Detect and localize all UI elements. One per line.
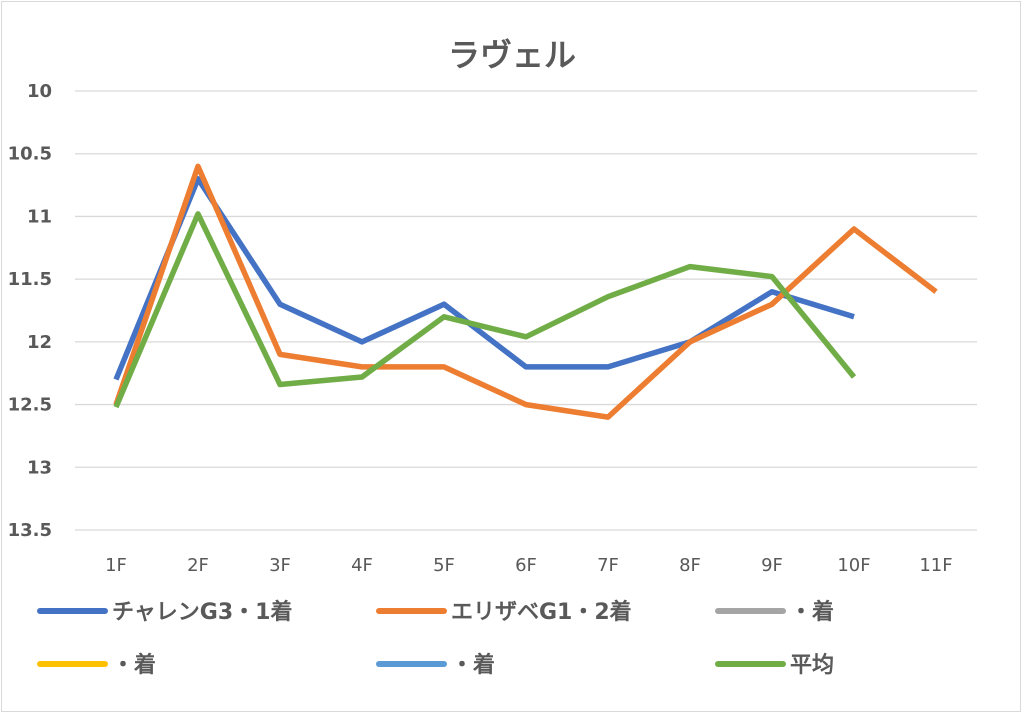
y-tick-label: 10.5 xyxy=(8,144,52,165)
series-line-0 xyxy=(113,176,855,381)
legend-label: チャレンG3・1着 xyxy=(112,599,292,625)
legend-label: ・着 xyxy=(451,652,495,678)
chart-title: ラヴェル xyxy=(448,36,576,74)
y-tick-label: 13 xyxy=(27,457,52,478)
x-tick-label: 11F xyxy=(919,555,952,576)
x-tick-label: 1F xyxy=(105,555,127,576)
y-tick-label: 11.5 xyxy=(8,269,52,290)
y-axis-tick-labels: 10 10.5 11 11.5 12 12.5 13 13.5 xyxy=(8,81,52,541)
x-tick-label: 6F xyxy=(515,555,537,576)
x-tick-label: 5F xyxy=(433,555,455,576)
legend-label: ・着 xyxy=(112,652,156,678)
x-tick-label: 7F xyxy=(597,555,619,576)
legend-label: 平均 xyxy=(790,652,834,678)
x-tick-label: 8F xyxy=(679,555,701,576)
legend-label: ・着 xyxy=(790,599,834,625)
series-line-5 xyxy=(113,211,857,409)
x-axis-tick-labels: 1F 2F 3F 4F 5F 6F 7F 8F 9F 10F 11F xyxy=(105,555,953,576)
x-tick-label: 4F xyxy=(351,555,373,576)
y-tick-label: 10 xyxy=(27,81,52,102)
legend-label: エリザベG1・2着 xyxy=(451,599,632,625)
x-tick-label: 10F xyxy=(837,555,870,576)
x-tick-label: 2F xyxy=(187,555,209,576)
legend: チャレンG3・1着 エリザベG1・2着 ・着・着 ・着 平均 xyxy=(37,599,834,678)
y-tick-label: 12 xyxy=(27,332,52,353)
series-lines xyxy=(113,163,938,420)
x-tick-label: 3F xyxy=(269,555,291,576)
y-tick-label: 11 xyxy=(27,206,52,227)
series-line-1 xyxy=(113,163,938,420)
y-tick-label: 13.5 xyxy=(8,520,52,541)
x-tick-label: 9F xyxy=(761,555,783,576)
y-tick-label: 12.5 xyxy=(8,395,52,416)
